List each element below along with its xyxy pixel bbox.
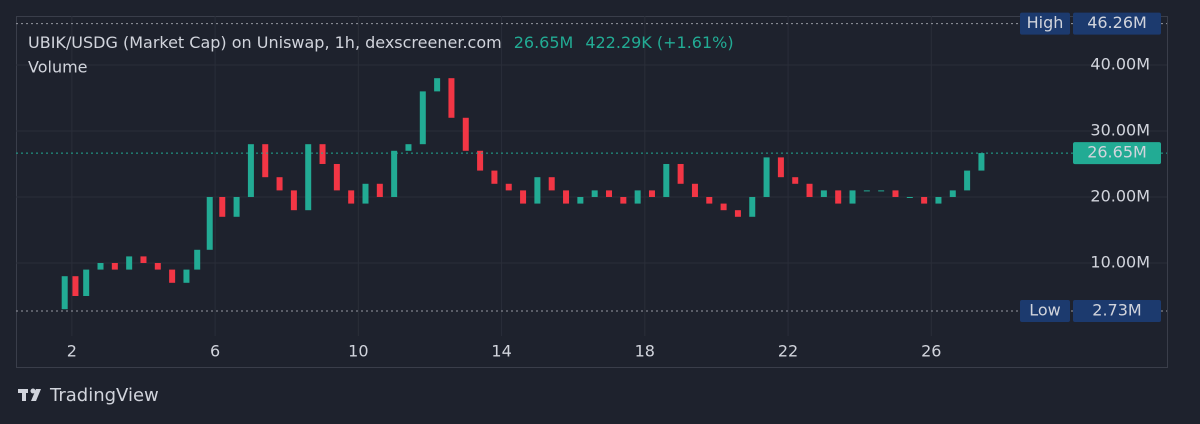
candle-body — [362, 183, 369, 204]
candle-body — [691, 183, 698, 197]
candle-body — [520, 190, 527, 204]
chart-title: UBIK/USDG (Market Cap) on Uniswap, 1h, d… — [28, 33, 502, 52]
x-tick-label: 22 — [778, 342, 798, 361]
candle-body — [720, 203, 727, 211]
change: 422.29K (+1.61%) — [585, 33, 733, 52]
candle-body — [305, 144, 312, 211]
candle-body — [534, 177, 541, 204]
candle-body — [290, 190, 297, 211]
candle-body — [97, 262, 104, 270]
candle-body — [921, 196, 928, 204]
panel-border — [16, 16, 1168, 368]
candle-body — [233, 196, 240, 217]
candle-body — [376, 183, 383, 197]
candle-body — [276, 177, 283, 191]
candle-body — [892, 190, 899, 197]
candle-body — [219, 196, 226, 217]
y-tick-label: 30.00M — [1090, 120, 1150, 139]
candle-body — [140, 256, 147, 263]
candle-body — [734, 210, 741, 217]
candle-body — [620, 196, 627, 204]
candle-body — [169, 269, 176, 283]
candle-body — [477, 150, 484, 171]
candle-body — [126, 256, 133, 270]
low-name: Low — [1029, 300, 1061, 319]
last-value: 26.65M — [514, 33, 574, 52]
candle-body — [194, 249, 201, 270]
candle-body — [964, 170, 971, 191]
candle-body — [462, 117, 469, 151]
candle-body — [835, 190, 842, 204]
x-tick-label: 14 — [491, 342, 511, 361]
candle-body — [333, 163, 340, 191]
candle-body — [820, 190, 827, 197]
candle-body — [806, 183, 813, 197]
candle-body — [906, 196, 913, 198]
candle-body — [434, 78, 441, 92]
volume-label: Volume — [28, 58, 88, 77]
candle-body — [849, 190, 856, 204]
x-tick-label: 10 — [348, 342, 368, 361]
candle-body — [677, 163, 684, 184]
candle-body — [72, 276, 79, 296]
last-value-box — [1073, 142, 1161, 165]
brand-logo — [18, 388, 41, 401]
candle-body — [262, 144, 269, 178]
candle-body — [491, 170, 498, 184]
candle-body — [863, 190, 870, 192]
y-tick-label: 40.00M — [1090, 54, 1150, 73]
candle-body — [563, 190, 570, 204]
candle-body — [61, 276, 68, 310]
candle-body — [111, 262, 118, 270]
brand: TradingView — [49, 385, 159, 406]
candle-body — [183, 269, 190, 283]
candle-body — [206, 196, 213, 250]
candle-body — [348, 190, 355, 204]
candle-body — [978, 153, 985, 171]
x-tick-label: 6 — [210, 342, 220, 361]
low-value-box — [1073, 299, 1161, 322]
last-value: 26.65M — [1087, 143, 1147, 162]
candle-body — [606, 190, 613, 197]
candle-body — [319, 144, 326, 164]
x-tick-label: 26 — [921, 342, 941, 361]
candle-body — [777, 157, 784, 178]
candle-body — [391, 150, 398, 197]
candle-body — [663, 163, 670, 197]
y-tick-label: 10.00M — [1090, 252, 1150, 271]
candle-body — [648, 190, 655, 197]
candle-body — [448, 78, 455, 118]
candle-body — [935, 196, 942, 204]
candle-body — [763, 157, 770, 197]
candle-body — [706, 196, 713, 204]
candle-body — [505, 183, 512, 191]
candle-body — [154, 262, 161, 270]
candle-body — [792, 177, 799, 184]
high-name: High — [1027, 13, 1064, 32]
low-value: 2.73M — [1092, 300, 1141, 319]
candle-body — [591, 190, 598, 197]
high-name-box — [1020, 12, 1070, 35]
candle-body — [634, 190, 641, 204]
low-name-box — [1020, 299, 1070, 322]
candle-body — [247, 144, 254, 197]
candle-body — [405, 144, 412, 151]
candle-body — [548, 177, 555, 191]
high-value: 46.26M — [1087, 13, 1147, 32]
x-tick-label: 2 — [67, 342, 77, 361]
candle-body — [577, 196, 584, 204]
chart-header: UBIK/USDG (Market Cap) on Uniswap, 1h, d… — [28, 33, 734, 52]
x-tick-label: 18 — [635, 342, 655, 361]
candle-body — [749, 196, 756, 217]
candle-body — [83, 269, 90, 296]
high-value-box — [1073, 12, 1161, 35]
candle-body — [878, 190, 885, 192]
y-tick-label: 20.00M — [1090, 186, 1150, 205]
candle-body — [419, 91, 426, 145]
candle-body — [949, 190, 956, 197]
